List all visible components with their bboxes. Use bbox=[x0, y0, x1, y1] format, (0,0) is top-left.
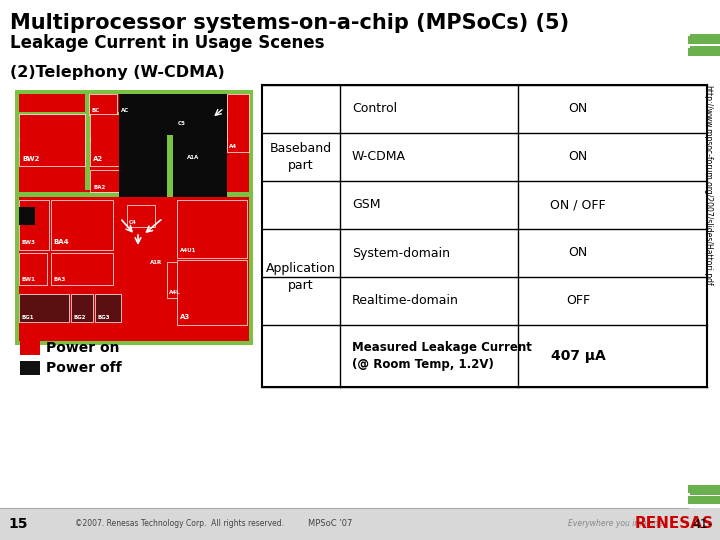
Text: Realtime-domain: Realtime-domain bbox=[352, 294, 459, 307]
Text: ©2007. Renesas Technology Corp.  All rights reserved.: ©2007. Renesas Technology Corp. All righ… bbox=[75, 519, 284, 529]
Text: OFF: OFF bbox=[566, 294, 590, 307]
Text: Application
part: Application part bbox=[266, 262, 336, 292]
Text: BG2: BG2 bbox=[73, 315, 86, 320]
Bar bbox=[690, 488, 720, 495]
Bar bbox=[51, 200, 113, 250]
Bar bbox=[262, 85, 707, 387]
Bar bbox=[19, 253, 47, 285]
Bar bbox=[170, 94, 175, 142]
Text: http://www.mpsoc-forum.org/2007/slides/Hattori.pdf: http://www.mpsoc-forum.org/2007/slides/H… bbox=[703, 85, 713, 286]
Text: Leakage Current in Usage Scenes: Leakage Current in Usage Scenes bbox=[10, 34, 325, 52]
Text: ON: ON bbox=[568, 151, 588, 164]
Text: C4: C4 bbox=[129, 220, 137, 225]
Text: A1R: A1R bbox=[150, 260, 162, 265]
Bar bbox=[170, 146, 175, 190]
Bar bbox=[688, 485, 720, 493]
Text: A2: A2 bbox=[93, 156, 103, 162]
Text: BA2: BA2 bbox=[93, 185, 105, 190]
Text: BA3: BA3 bbox=[53, 277, 66, 282]
Text: Baseband
part: Baseband part bbox=[270, 142, 332, 172]
Bar bbox=[19, 138, 249, 142]
Text: MPSoC ’07: MPSoC ’07 bbox=[308, 519, 352, 529]
Text: ON: ON bbox=[568, 103, 588, 116]
Text: Control: Control bbox=[352, 103, 397, 116]
Bar bbox=[688, 496, 720, 504]
Bar bbox=[185, 130, 225, 162]
Bar bbox=[167, 262, 203, 298]
Text: 15: 15 bbox=[8, 517, 27, 531]
Text: A4L: A4L bbox=[169, 290, 181, 295]
Bar bbox=[119, 94, 145, 115]
Text: ON / OFF: ON / OFF bbox=[550, 199, 606, 212]
Bar bbox=[19, 112, 249, 116]
Bar bbox=[90, 170, 168, 192]
Text: System-domain: System-domain bbox=[352, 246, 450, 260]
Text: BA4: BA4 bbox=[53, 239, 68, 245]
Bar bbox=[177, 260, 247, 325]
Bar bbox=[688, 36, 720, 44]
Bar bbox=[175, 94, 225, 128]
Text: A1A: A1A bbox=[187, 155, 199, 160]
Bar bbox=[20, 341, 40, 355]
Text: BG3: BG3 bbox=[97, 315, 109, 320]
Text: ON: ON bbox=[568, 246, 588, 260]
Text: C5: C5 bbox=[178, 121, 186, 126]
Text: (2)Telephony (W-CDMA): (2)Telephony (W-CDMA) bbox=[10, 65, 225, 80]
Bar bbox=[20, 361, 40, 375]
Text: 407 μA: 407 μA bbox=[551, 349, 606, 363]
Bar bbox=[19, 192, 249, 197]
Text: BW3: BW3 bbox=[22, 240, 36, 245]
Bar bbox=[95, 294, 121, 322]
Text: RENESAS: RENESAS bbox=[635, 516, 714, 531]
Text: A4: A4 bbox=[229, 144, 237, 149]
Bar bbox=[227, 94, 249, 152]
Bar bbox=[127, 205, 155, 227]
Text: Everywhere you imagine.: Everywhere you imagine. bbox=[568, 519, 665, 529]
Text: A3: A3 bbox=[180, 314, 190, 320]
Bar bbox=[0, 508, 720, 540]
Bar bbox=[19, 114, 85, 166]
Bar bbox=[177, 200, 247, 258]
Bar bbox=[690, 46, 720, 54]
Bar bbox=[19, 324, 249, 330]
Bar bbox=[167, 135, 173, 197]
Text: AC: AC bbox=[121, 108, 130, 113]
Bar bbox=[90, 114, 168, 166]
Bar bbox=[119, 94, 227, 197]
Bar bbox=[19, 200, 49, 250]
Text: BW2: BW2 bbox=[22, 156, 40, 162]
Bar bbox=[688, 48, 720, 56]
Bar bbox=[19, 94, 249, 341]
Bar bbox=[51, 253, 113, 285]
Text: Multiprocessor systems-on-a-chip (MPSoCs) (5): Multiprocessor systems-on-a-chip (MPSoCs… bbox=[10, 13, 569, 33]
Bar bbox=[19, 207, 35, 225]
Text: A4U1: A4U1 bbox=[180, 248, 197, 253]
Bar bbox=[19, 294, 69, 322]
Text: GSM: GSM bbox=[352, 199, 380, 212]
Bar bbox=[85, 94, 90, 190]
Text: BC: BC bbox=[92, 108, 100, 113]
Text: Power on: Power on bbox=[46, 341, 120, 355]
Bar bbox=[690, 497, 720, 504]
Text: Power off: Power off bbox=[46, 361, 122, 375]
Bar bbox=[89, 94, 117, 115]
Bar bbox=[690, 34, 720, 42]
Text: W-CDMA: W-CDMA bbox=[352, 151, 406, 164]
Text: BW1: BW1 bbox=[21, 277, 35, 282]
Bar bbox=[71, 294, 93, 322]
Text: BG1: BG1 bbox=[22, 315, 35, 320]
Text: 41-: 41- bbox=[693, 517, 713, 530]
Text: Measured Leakage Current
(@ Room Temp, 1.2V): Measured Leakage Current (@ Room Temp, 1… bbox=[352, 341, 532, 371]
Bar bbox=[15, 90, 253, 345]
